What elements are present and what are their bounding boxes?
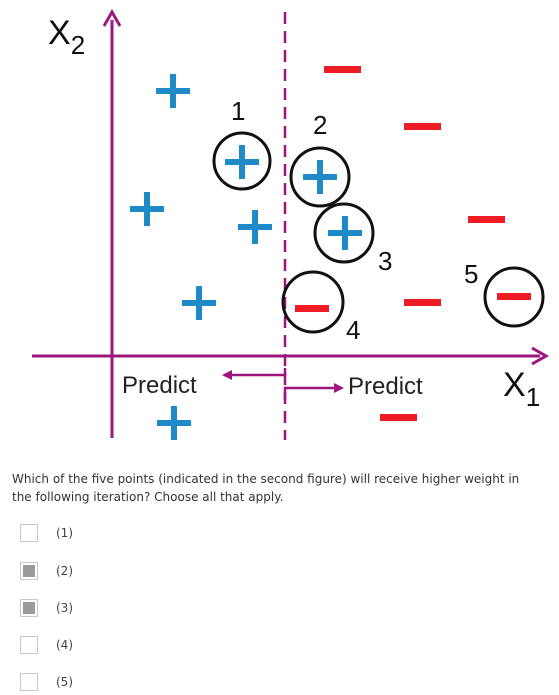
option-2-label: (2) [56, 564, 73, 578]
circle-point-2 [289, 146, 351, 208]
plus-point-1 [225, 145, 259, 179]
circle-point-4 [281, 270, 345, 334]
x-axis-label: X1 [503, 366, 540, 412]
plus-point [130, 192, 164, 226]
predict-right-arrow [283, 383, 344, 400]
plus-point [182, 286, 216, 320]
option-3[interactable]: (3) [20, 598, 73, 618]
circle-point-1 [212, 131, 272, 191]
option-2-checkbox[interactable] [20, 562, 38, 580]
circle-point-5 [483, 266, 545, 328]
option-3-checkbox[interactable] [20, 599, 38, 617]
point-label-4: 4 [346, 315, 360, 345]
option-2[interactable]: (2) [20, 561, 73, 581]
minus-points [295, 66, 531, 421]
point-labels: 1 2 3 4 5 [231, 96, 478, 345]
point-label-2: 2 [313, 110, 327, 140]
minus-point [380, 414, 417, 421]
plus-point [157, 406, 191, 440]
plus-point [156, 74, 190, 108]
minus-point [468, 216, 505, 223]
checkbox-fill [23, 565, 35, 577]
option-4-checkbox[interactable] [20, 636, 38, 654]
point-label-3: 3 [378, 246, 392, 276]
plus-point-2 [303, 160, 337, 194]
option-5-label: (5) [56, 675, 73, 689]
point-label-5: 5 [464, 259, 478, 289]
predict-right-label: Predict [348, 373, 423, 400]
option-4[interactable]: (4) [20, 635, 73, 655]
minus-point [404, 123, 441, 130]
option-5[interactable]: (5) [20, 672, 73, 692]
option-5-checkbox[interactable] [20, 673, 38, 691]
option-1[interactable]: (1) [20, 523, 73, 543]
minus-point [404, 299, 441, 306]
plus-point-3 [328, 216, 362, 250]
highlight-circles [212, 131, 545, 334]
y-axis-arrowhead [102, 8, 122, 27]
boosting-diagram: X2 X1 Predict Predict 1 2 3 [32, 8, 550, 440]
plus-points [130, 74, 362, 440]
option-3-label: (3) [56, 601, 73, 615]
minus-point-5 [497, 293, 531, 300]
x-axis-arrowhead [531, 346, 550, 366]
option-1-checkbox[interactable] [20, 524, 38, 542]
point-label-1: 1 [231, 96, 245, 126]
checkbox-fill [23, 602, 35, 614]
predict-left-arrow [222, 368, 287, 380]
minus-point [324, 66, 361, 73]
circle-point-3 [313, 202, 375, 264]
minus-point-4 [295, 305, 329, 312]
predict-left-label: Predict [122, 372, 197, 399]
plus-point [238, 210, 272, 244]
y-axis-label: X2 [48, 14, 85, 60]
option-4-label: (4) [56, 638, 73, 652]
question-text: Which of the five points (indicated in t… [12, 472, 520, 504]
option-1-label: (1) [56, 526, 73, 540]
